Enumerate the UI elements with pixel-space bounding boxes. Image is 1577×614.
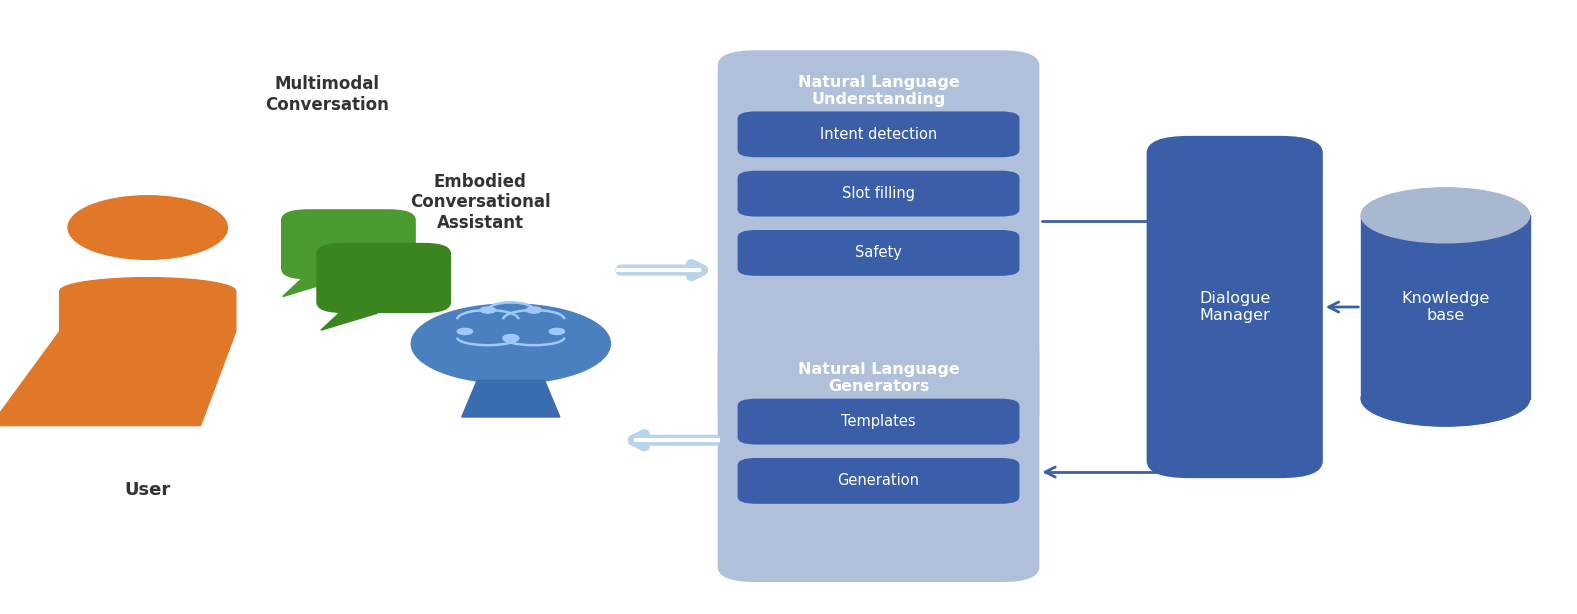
Circle shape bbox=[549, 328, 565, 335]
Ellipse shape bbox=[1361, 371, 1530, 426]
FancyBboxPatch shape bbox=[738, 171, 1019, 217]
Text: Slot filling: Slot filling bbox=[842, 186, 915, 201]
Polygon shape bbox=[320, 313, 377, 330]
Text: Generation: Generation bbox=[837, 473, 919, 488]
FancyBboxPatch shape bbox=[738, 230, 1019, 276]
Text: Multimodal
Conversation: Multimodal Conversation bbox=[265, 75, 390, 114]
Text: Natural Language
Understanding: Natural Language Understanding bbox=[798, 75, 959, 107]
FancyBboxPatch shape bbox=[317, 243, 451, 313]
Ellipse shape bbox=[1361, 188, 1530, 243]
Text: Dialogue
Manager: Dialogue Manager bbox=[1199, 291, 1271, 323]
Text: Embodied
Conversational
Assistant: Embodied Conversational Assistant bbox=[410, 173, 550, 232]
Text: Natural Language
Generators: Natural Language Generators bbox=[798, 362, 959, 394]
Text: Intent detection: Intent detection bbox=[820, 127, 937, 142]
Circle shape bbox=[503, 335, 519, 341]
Polygon shape bbox=[282, 279, 339, 297]
FancyBboxPatch shape bbox=[738, 111, 1019, 157]
FancyBboxPatch shape bbox=[281, 209, 416, 279]
FancyBboxPatch shape bbox=[738, 458, 1019, 504]
Bar bbox=[1361, 216, 1530, 398]
Circle shape bbox=[457, 328, 473, 335]
FancyBboxPatch shape bbox=[718, 338, 1039, 582]
Text: Knowledge
base: Knowledge base bbox=[1402, 291, 1490, 323]
FancyBboxPatch shape bbox=[718, 50, 1039, 429]
Text: Templates: Templates bbox=[841, 414, 916, 429]
Polygon shape bbox=[0, 278, 237, 426]
Text: Safety: Safety bbox=[855, 246, 902, 260]
Circle shape bbox=[527, 307, 541, 313]
Circle shape bbox=[412, 304, 610, 383]
Circle shape bbox=[479, 307, 495, 313]
Text: User: User bbox=[125, 481, 170, 499]
Polygon shape bbox=[462, 380, 560, 417]
Circle shape bbox=[68, 196, 227, 259]
FancyBboxPatch shape bbox=[738, 398, 1019, 445]
FancyBboxPatch shape bbox=[1146, 136, 1323, 478]
